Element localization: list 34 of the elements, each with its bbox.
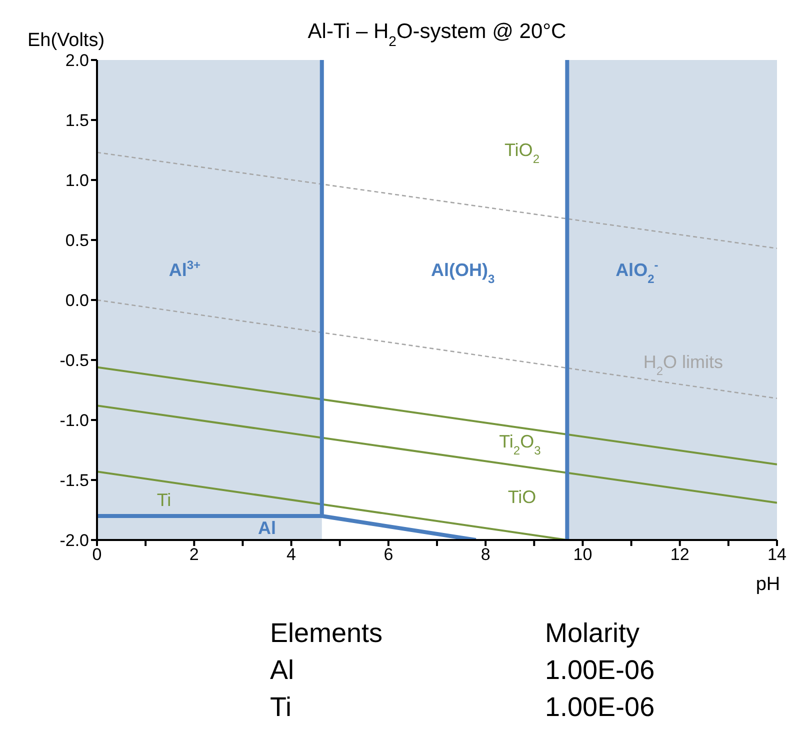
text: Molarity xyxy=(545,618,640,648)
x-tick-label: 6 xyxy=(384,545,394,564)
annotation: Al xyxy=(258,518,276,538)
y-tick-label: 0.5 xyxy=(65,231,89,250)
annotation: Al(OH)$_{3}$ xyxy=(430,260,495,286)
text: Al xyxy=(270,655,294,685)
text: 1.00E-06 xyxy=(545,692,655,722)
y-tick-label: -1.0 xyxy=(60,411,89,430)
text: Ti xyxy=(270,692,292,722)
y-tick-label: 0.0 xyxy=(65,291,89,310)
y-tick-label: 1.5 xyxy=(65,111,89,130)
annotation: Al$^{3+}$ xyxy=(168,258,201,280)
y-tick-label: -1.5 xyxy=(60,471,89,490)
x-tick-label: 4 xyxy=(286,545,296,564)
x-tick-label: 2 xyxy=(189,545,199,564)
y-tick-label: 1.0 xyxy=(65,171,89,190)
text: Elements xyxy=(270,618,383,648)
y-axis-title: Eh(Volts) xyxy=(27,30,105,51)
x-tick-label: 8 xyxy=(480,545,490,564)
x-tick-label: 10 xyxy=(573,545,592,564)
y-tick-label: 2.0 xyxy=(65,51,89,70)
x-tick-label: 14 xyxy=(768,545,786,564)
annotation: Ti$_{2}$O$_{3}$ xyxy=(499,432,542,458)
x-axis-title: pH xyxy=(756,574,780,595)
text: 1.00E-06 xyxy=(545,655,655,685)
x-tick-label: 12 xyxy=(670,545,690,564)
annotation: TiO xyxy=(508,486,536,507)
chart-title: Al-Ti – H$_{2}$O-system @ 20°C xyxy=(308,20,566,49)
x-tick-label: 0 xyxy=(92,545,102,564)
y-tick-label: -0.5 xyxy=(60,351,89,370)
annotation: H$_{2}$O limits xyxy=(643,352,724,378)
annotation: Ti xyxy=(156,490,172,510)
y-tick-label: -2.0 xyxy=(60,531,89,550)
annotation: TiO$_{2}$ xyxy=(504,140,540,166)
